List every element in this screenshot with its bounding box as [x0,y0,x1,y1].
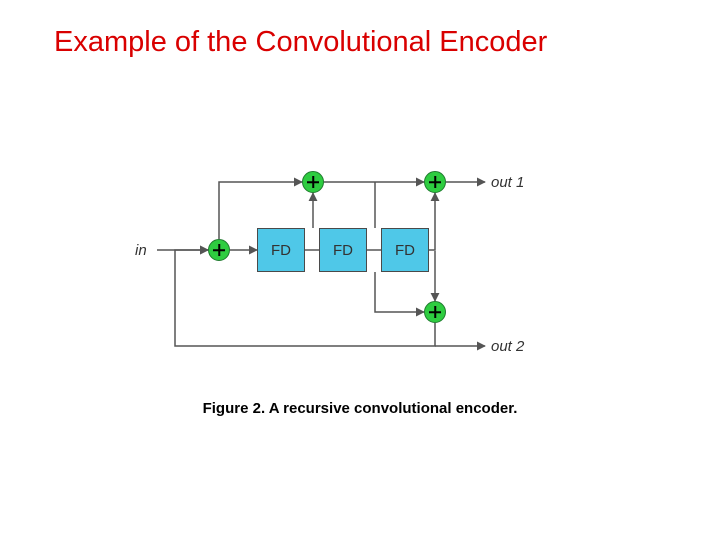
label-lbl_out1: out 1 [491,174,524,191]
adder-add_bot [424,301,446,323]
adder-add_top2 [424,171,446,193]
wire-fd2out_dn_to_bot [375,272,424,312]
wire-fd3out_to_top2 [429,193,435,250]
fd-block-fd1: FD [257,228,305,272]
label-lbl_out2: out 2 [491,338,524,355]
slide: Example of the Convolutional Encoder FDF… [0,0,720,540]
slide-title: Example of the Convolutional Encoder [54,26,547,59]
figure-caption: Figure 2. A recursive convolutional enco… [0,400,720,417]
fd-block-fd2: FD [319,228,367,272]
adder-add_in [208,239,230,261]
label-lbl_in: in [135,242,147,259]
adder-add_top1 [302,171,324,193]
fd-block-fd3: FD [381,228,429,272]
encoder-diagram: FD FD FD in out 1 out 2 [135,150,575,380]
